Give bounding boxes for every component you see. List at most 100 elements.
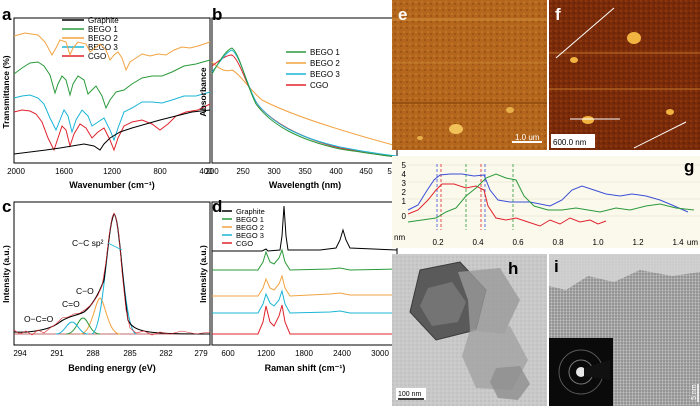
scalebar-f-box [551,134,595,148]
ylabel-d: Intensity (a.u.) [198,245,208,303]
tick-g-x5: 1.2 [632,238,644,247]
panel-g-bg [392,156,700,248]
panel-a-frame [13,17,211,164]
panel-b-legend: BEGO 1 BEGO 2 BEGO 3 CGO [286,48,340,90]
afm-f-profile-line-3 [633,121,687,149]
afm-image-e [392,0,547,150]
series-d-graphite [212,205,398,252]
annot-c-csp2: C−C sp² [72,238,104,248]
panel-d: d Graphite BEGO 1 BEGO 2 BEGO 3 CGO 600 … [198,197,398,373]
series-b-cgo [211,54,398,158]
tick-d-4: 3000 [371,349,389,358]
panel-a-letter: a [2,5,12,24]
series-d-bego2 [212,274,397,297]
panel-d-legend: Graphite BEGO 1 BEGO 2 BEGO 3 CGO [222,207,265,248]
panel-g-letter: g [684,157,694,176]
annot-c-ceo: C=O [62,299,80,309]
xlabel-b: Wavelength (nm) [269,180,341,190]
tick-a-1: 1600 [55,167,73,176]
series-a-bego2 [13,32,211,72]
scalebar-e-label: 1.0 um [515,133,540,142]
series-a-bego1 [13,59,211,110]
tick-d-2: 1800 [295,349,313,358]
scalebar-h-label: 100 nm [398,391,422,398]
panel-b-letter: b [212,5,222,24]
tick-c-2: 288 [86,349,100,358]
panel-e: e 1.0 um [392,0,547,150]
tick-b-1: 250 [236,167,250,176]
tick-b-0: 200 [205,167,219,176]
tick-c-1: 291 [50,349,64,358]
afm-e-particle [449,124,463,134]
series-d-bego3 [212,289,397,314]
legend-d-bego3: BEGO 3 [236,231,264,240]
series-c-raw [13,212,211,336]
series-a-graphite [13,109,211,155]
tick-c-3: 285 [123,349,137,358]
tick-d-3: 2400 [333,349,351,358]
tick-d-1: 1200 [257,349,275,358]
panel-f-letter: f [555,5,561,24]
panel-b-frame [211,17,398,164]
tick-g-x0: 0.2 [432,238,444,247]
tick-c-4: 282 [159,349,173,358]
annot-c-csp2-pointer [107,242,123,251]
series-b-bego1 [211,47,398,158]
panel-i: i 5 nm [549,254,700,406]
tick-g-x3: 0.8 [552,238,564,247]
tick-g-x1: 0.4 [472,238,484,247]
legend-b-cgo: CGO [310,81,328,90]
panel-b: b BEGO 1 BEGO 2 BEGO 3 CGO 200 250 300 3… [198,5,401,190]
series-a-cgo [13,103,211,152]
tick-b-5: 450 [359,167,373,176]
panel-d-letter: d [212,197,222,216]
afm-f-profile-line-1 [555,7,615,59]
panel-i-letter: i [554,257,559,276]
annot-c-oceo: O−C=O [24,314,54,324]
xunit-g: um [687,238,698,247]
legend-a-bego1: BEGO 1 [88,25,118,34]
legend-d-bego1: BEGO 1 [236,215,264,224]
ylabel-c: Intensity (a.u.) [1,245,11,303]
xlabel-c: Bending energy (eV) [68,363,156,373]
legend-a-graphite: Graphite [88,16,119,25]
panel-f: f 600.0 nm [549,0,700,150]
panel-c-letter: c [2,197,11,216]
xlabel-d: Raman shift (cm⁻¹) [265,363,346,373]
tick-g-y2: 3 [402,179,407,188]
tick-g-y5: 0 [402,212,407,221]
scalebar-h-box [396,388,426,400]
legend-b-bego2: BEGO 2 [310,59,340,68]
series-b-bego3 [211,49,398,157]
tick-a-0: 2000 [7,167,25,176]
panel-h-letter: h [508,259,518,278]
ylabel-g: nm [394,233,405,242]
panel-e-letter: e [398,5,407,24]
panel-c: c C−C sp² C−O C=O O−C=O 294 291 288 285 … [1,197,211,373]
legend-b-bego1: BEGO 1 [310,48,340,57]
series-d-bego1 [212,248,398,271]
tick-g-y0: 5 [402,161,407,170]
panel-c-frame [13,201,211,346]
tick-c-0: 294 [13,349,27,358]
scalebar-i-label: 5 nm [691,384,698,400]
legend-d-bego2: BEGO 2 [236,223,264,232]
tick-g-x6: 1.4 [672,238,684,247]
tick-d-0: 600 [221,349,235,358]
tick-a-4: 400 [199,167,213,176]
legend-a-bego2: BEGO 2 [88,34,118,43]
tick-a-2: 1200 [103,167,121,176]
tick-c-5: 279 [194,349,208,358]
series-g-red [407,183,607,227]
tick-b-3: 350 [298,167,312,176]
panel-g: 5 4 3 2 1 0 nm 0.2 0.4 0.6 0.8 1.0 1.2 [392,156,700,248]
ylabel-b: Absorbance [198,67,208,116]
series-c-peak-csp2 [91,213,137,335]
scalebar-f-label: 600.0 nm [553,138,587,147]
legend-d-cgo: CGO [236,239,253,248]
panel-a: a Graphite BEGO 1 BEGO 2 BEGO 3 CGO 2000… [1,5,213,190]
tick-g-x4: 1.0 [592,238,604,247]
afm-image-f [549,0,700,150]
series-a-bego3 [13,91,211,142]
